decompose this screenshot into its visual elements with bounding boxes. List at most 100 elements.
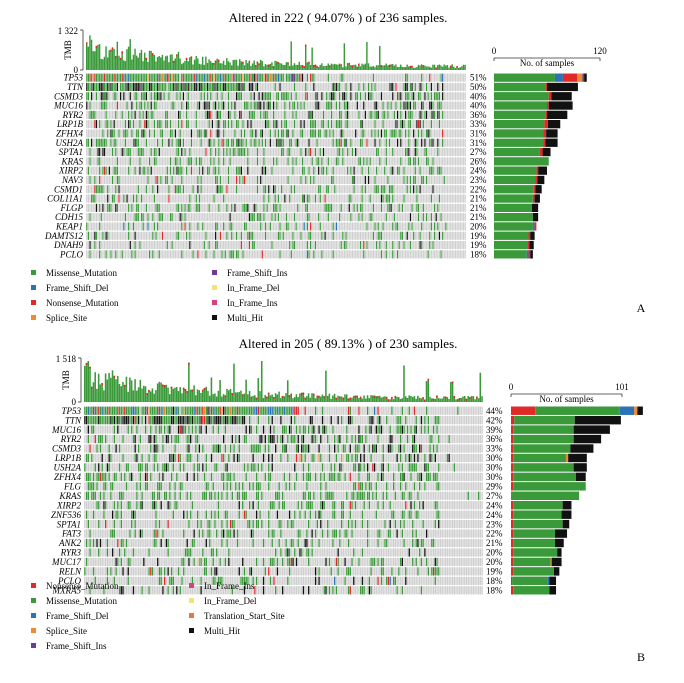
grid-cell xyxy=(151,111,152,119)
tmb-bar xyxy=(136,56,137,70)
grid-cell xyxy=(447,167,448,175)
grid-cell xyxy=(101,195,102,203)
grid-cell xyxy=(315,111,316,119)
sample-bar-segment xyxy=(494,101,547,109)
grid-cell xyxy=(300,139,301,147)
grid-cell xyxy=(408,195,409,203)
grid-cell xyxy=(321,111,322,119)
grid-cell xyxy=(276,241,277,249)
grid-cell xyxy=(109,222,110,230)
grid-cell xyxy=(265,92,266,100)
grid-cell xyxy=(141,185,142,193)
grid-cell xyxy=(176,204,177,212)
grid-cell xyxy=(201,176,202,184)
grid-cell xyxy=(410,241,411,249)
grid-cell xyxy=(278,167,279,175)
grid-cell xyxy=(263,167,264,175)
grid-cell xyxy=(304,111,305,119)
grid-cell xyxy=(328,74,329,82)
grid-cell xyxy=(411,222,412,230)
grid-cell xyxy=(199,111,200,119)
grid-cell xyxy=(429,232,430,240)
grid-cell xyxy=(117,232,118,240)
grid-cell xyxy=(149,250,150,258)
grid-cell xyxy=(336,83,337,91)
grid-cell xyxy=(154,241,155,249)
grid-cell xyxy=(209,120,210,128)
grid-cell xyxy=(97,92,98,100)
grid-cell xyxy=(275,74,276,82)
grid-cell xyxy=(149,129,150,137)
grid-cell xyxy=(196,167,197,175)
grid-cell xyxy=(149,148,150,156)
grid-cell xyxy=(99,111,100,119)
grid-cell xyxy=(391,195,392,203)
grid-cell xyxy=(130,250,131,258)
grid-cell xyxy=(138,148,139,156)
grid-cell xyxy=(191,102,192,110)
grid-cell xyxy=(432,120,433,128)
grid-cell xyxy=(455,139,456,147)
grid-cell xyxy=(323,92,324,100)
grid-cell xyxy=(355,204,356,212)
grid-cell xyxy=(189,111,190,119)
tmb-bar xyxy=(167,56,168,70)
grid-cell xyxy=(149,83,150,91)
grid-cell xyxy=(209,167,210,175)
grid-cell xyxy=(255,129,256,137)
grid-cell xyxy=(128,241,129,249)
grid-cell xyxy=(461,83,462,91)
grid-cell xyxy=(399,148,400,156)
grid-cell xyxy=(350,213,351,221)
grid-cell xyxy=(197,250,198,258)
grid-cell xyxy=(428,204,429,212)
grid-cell xyxy=(415,167,416,175)
grid-cell xyxy=(184,185,185,193)
grid-cell xyxy=(363,148,364,156)
grid-cell xyxy=(189,83,190,91)
grid-cell xyxy=(341,176,342,184)
grid-cell xyxy=(337,157,338,165)
grid-cell xyxy=(183,129,184,137)
grid-cell xyxy=(457,241,458,249)
grid-cell xyxy=(447,129,448,137)
grid-cell xyxy=(210,92,211,100)
grid-cell xyxy=(135,120,136,128)
grid-cell xyxy=(399,74,400,82)
grid-cell xyxy=(207,204,208,212)
grid-cell xyxy=(281,83,282,91)
grid-cell xyxy=(352,204,353,212)
grid-cell xyxy=(173,250,174,258)
grid-cell xyxy=(382,74,383,82)
grid-cell xyxy=(147,176,148,184)
grid-cell xyxy=(421,129,422,137)
grid-cell xyxy=(389,241,390,249)
grid-cell xyxy=(334,148,335,156)
grid-cell xyxy=(231,222,232,230)
grid-cell xyxy=(159,222,160,230)
grid-cell xyxy=(465,185,466,193)
grid-cell xyxy=(143,241,144,249)
grid-cell xyxy=(226,83,227,91)
grid-cell xyxy=(170,241,171,249)
grid-cell xyxy=(223,102,224,110)
grid-cell xyxy=(281,92,282,100)
grid-cell xyxy=(231,120,232,128)
grid-cell xyxy=(168,102,169,110)
grid-cell xyxy=(181,129,182,137)
grid-cell xyxy=(424,157,425,165)
grid-cell xyxy=(461,176,462,184)
tmb-bar-cap xyxy=(389,65,390,67)
grid-cell xyxy=(287,111,288,119)
grid-cell xyxy=(329,222,330,230)
grid-cell xyxy=(379,139,380,147)
grid-cell xyxy=(271,185,272,193)
grid-cell xyxy=(448,129,449,137)
grid-cell xyxy=(286,157,287,165)
grid-cell xyxy=(418,213,419,221)
grid-cell xyxy=(133,148,134,156)
tmb-bar xyxy=(229,62,230,70)
grid-cell xyxy=(458,102,459,110)
grid-cell xyxy=(197,204,198,212)
grid-cell xyxy=(165,167,166,175)
